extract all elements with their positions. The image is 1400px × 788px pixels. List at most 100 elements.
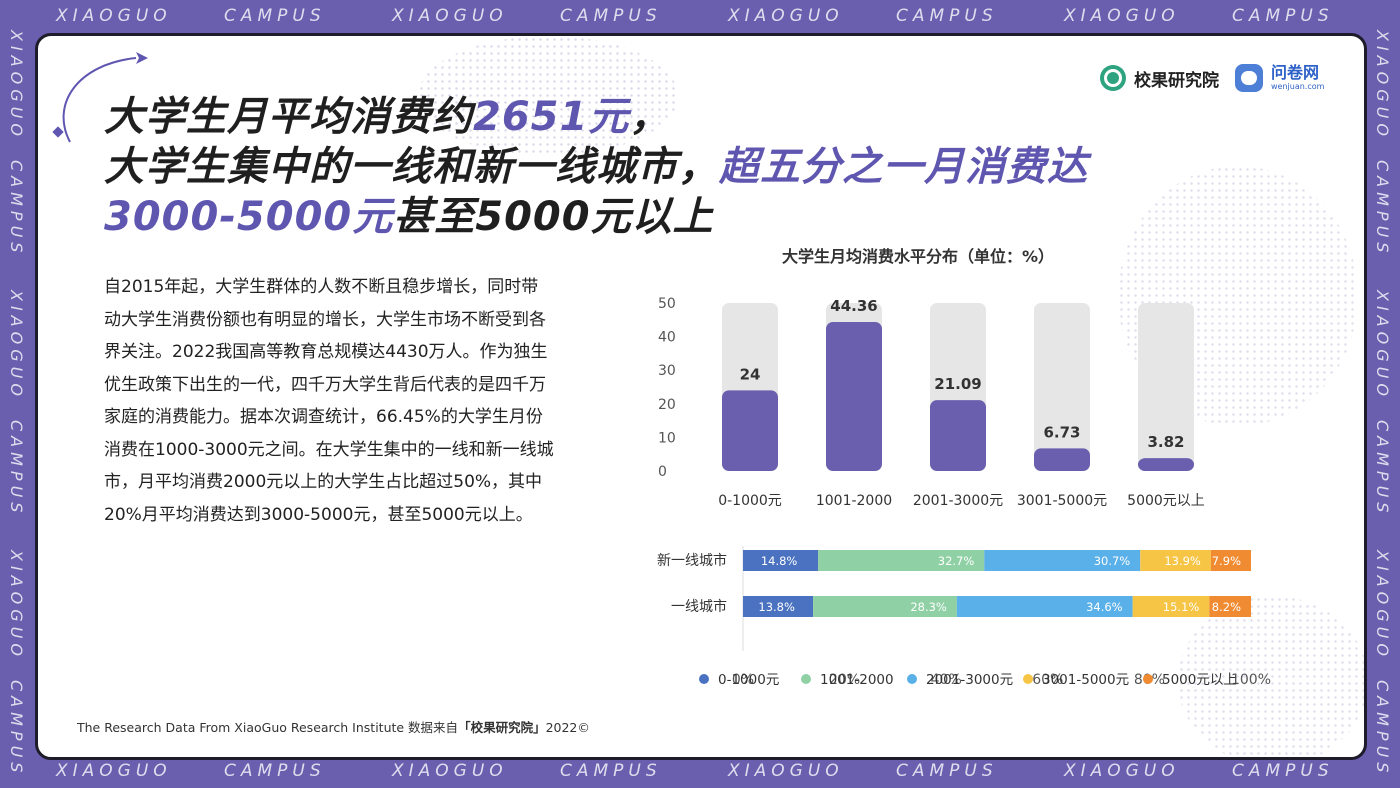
stack-segment bbox=[743, 596, 814, 617]
brand-name: 校果研究院 bbox=[1134, 70, 1219, 91]
legend-marker bbox=[1023, 674, 1033, 684]
stack-segment bbox=[1140, 550, 1211, 571]
segment-label: 13.8% bbox=[758, 600, 795, 614]
headline-line2: 大学生集中的一线和新一线城市，超五分之一月消费达 bbox=[104, 144, 1088, 190]
frame-word: CAMPUS bbox=[1232, 761, 1334, 781]
bar-background bbox=[1138, 303, 1194, 471]
legend-label: 5000元以上 bbox=[1162, 672, 1237, 688]
stack-segment bbox=[1132, 596, 1210, 617]
row-label: 一线城市 bbox=[671, 598, 727, 615]
y-tick-label: 20 bbox=[658, 397, 676, 413]
legend: 0-1000元 1001-2000 2001-3000元 3001-5000元 5000… bbox=[699, 672, 1237, 688]
stack-segment bbox=[956, 596, 1133, 617]
frame-word: CAMPUS bbox=[1373, 160, 1392, 258]
stack-segment bbox=[813, 596, 957, 617]
frame-word: XIAOGUO bbox=[1064, 6, 1180, 26]
frame-word: CAMPUS bbox=[560, 761, 662, 781]
segment-label: 34.6% bbox=[1086, 600, 1123, 614]
category-label: 2001-3000元 bbox=[913, 493, 1003, 509]
xiaoguo-logo-icon bbox=[1100, 65, 1126, 91]
stack-segment bbox=[1210, 550, 1251, 571]
y-tick-label: 50 bbox=[658, 296, 676, 312]
frame-word: CAMPUS bbox=[224, 6, 326, 26]
segment-label: 28.3% bbox=[910, 600, 947, 614]
frame-word: CAMPUS bbox=[224, 761, 326, 781]
frame-word: XIAOGUO bbox=[1373, 30, 1392, 141]
headline: 大学生月平均消费约2651元， 大学生集中的一线和新一线城市，超五分之一月消费达… bbox=[104, 92, 1088, 242]
bar-value-label: 21.09 bbox=[934, 375, 981, 393]
bar bbox=[826, 321, 882, 471]
frame-word: CAMPUS bbox=[1373, 420, 1392, 518]
frame-word: CAMPUS bbox=[1373, 680, 1392, 778]
frame-word: CAMPUS bbox=[896, 6, 998, 26]
bar-value-label: 24 bbox=[740, 365, 761, 383]
frame-word: XIAOGUO bbox=[728, 761, 844, 781]
bar-background bbox=[1034, 303, 1090, 471]
bar bbox=[1138, 458, 1194, 471]
bar bbox=[1034, 448, 1090, 471]
frame-word: XIAOGUO bbox=[1373, 290, 1392, 401]
frame-word: XIAOGUO bbox=[392, 761, 508, 781]
y-tick-label: 10 bbox=[658, 430, 676, 446]
stack-segment bbox=[984, 550, 1141, 571]
category-label: 3001-5000元 bbox=[1017, 493, 1107, 509]
segment-label: 13.9% bbox=[1164, 554, 1201, 568]
frame-word: XIAOGUO bbox=[7, 290, 26, 401]
wenjuan-logo-icon bbox=[1235, 64, 1263, 92]
segment-label: 8.2% bbox=[1212, 600, 1241, 614]
bar-chart-title: 大学生月均消费水平分布（单位：%） bbox=[782, 247, 1055, 266]
segment-label: 7.9% bbox=[1212, 554, 1241, 568]
stack-segment bbox=[743, 550, 819, 571]
frame-word: XIAOGUO bbox=[392, 6, 508, 26]
legend-label: 3001-5000元 bbox=[1042, 672, 1129, 688]
legend-marker bbox=[1143, 674, 1153, 684]
frame-word: CAMPUS bbox=[560, 6, 662, 26]
row-label: 新一线城市 bbox=[657, 552, 727, 569]
frame-word: CAMPUS bbox=[896, 761, 998, 781]
legend-marker bbox=[907, 674, 917, 684]
main-panel: 校果研究院 问卷网 wenjuan.com 大学生月平均消费约2651元， 大学… bbox=[35, 33, 1367, 760]
y-tick-label: 40 bbox=[658, 330, 676, 346]
frame-word: XIAOGUO bbox=[1064, 761, 1180, 781]
arc-decoration bbox=[52, 52, 148, 143]
x-tick-label: 40% bbox=[931, 672, 962, 688]
x-tick-label: 60% bbox=[1032, 672, 1063, 688]
bar-value-label: 44.36 bbox=[830, 297, 877, 315]
headline-line3: 3000-5000元甚至5000元以上 bbox=[104, 194, 714, 240]
category-label: 0-1000元 bbox=[718, 493, 782, 509]
bar bbox=[930, 400, 986, 471]
x-tick-label: 100% bbox=[1231, 672, 1271, 688]
frame-word: XIAOGUO bbox=[7, 550, 26, 661]
partner-name: 问卷网 bbox=[1271, 63, 1320, 82]
frame-word: XIAOGUO bbox=[56, 6, 172, 26]
frame-word: XIAOGUO bbox=[56, 761, 172, 781]
brand-logos: 校果研究院 问卷网 wenjuan.com bbox=[1100, 64, 1324, 92]
y-tick-label: 0 bbox=[658, 464, 667, 480]
segment-label: 15.1% bbox=[1163, 600, 1200, 614]
partner-url: wenjuan.com bbox=[1271, 82, 1325, 91]
legend-label: 1001-2000 bbox=[820, 672, 894, 688]
bar bbox=[722, 390, 778, 471]
legend-marker bbox=[801, 674, 811, 684]
headline-line1: 大学生月平均消费约2651元， bbox=[104, 94, 671, 140]
bar-chart: 0 10 20 30 40 50 24 0-1000元 44.36 1001-2000 21.09 2… bbox=[658, 296, 1205, 509]
segment-label: 30.7% bbox=[1094, 554, 1131, 568]
footer-source: The Research Data From XiaoGuo Research … bbox=[77, 720, 590, 735]
frame-word: CAMPUS bbox=[1232, 6, 1334, 26]
frame-word: XIAOGUO bbox=[728, 6, 844, 26]
x-tick-label: 20% bbox=[829, 672, 860, 688]
segment-label: 32.7% bbox=[938, 554, 975, 568]
frame-word: CAMPUS bbox=[7, 680, 26, 778]
frame-left-text: XIAOGUO CAMPUS XIAOGUO CAMPUS XIAOGUO CAMPUS bbox=[0, 0, 34, 788]
segment-label: 14.8% bbox=[761, 554, 798, 568]
legend-label: 2001-3000元 bbox=[926, 672, 1013, 688]
legend-marker bbox=[699, 674, 709, 684]
bar-value-label: 3.82 bbox=[1147, 433, 1184, 451]
bar-value-label: 6.73 bbox=[1043, 423, 1080, 441]
stack-segment bbox=[1209, 596, 1251, 617]
category-label: 5000元以上 bbox=[1127, 493, 1205, 509]
frame-word: CAMPUS bbox=[7, 420, 26, 518]
frame-right-text: XIAOGUO CAMPUS XIAOGUO CAMPUS XIAOGUO CAMPUS bbox=[1366, 0, 1400, 788]
stack-segment bbox=[818, 550, 985, 571]
x-tick-label: 0% bbox=[732, 672, 754, 688]
